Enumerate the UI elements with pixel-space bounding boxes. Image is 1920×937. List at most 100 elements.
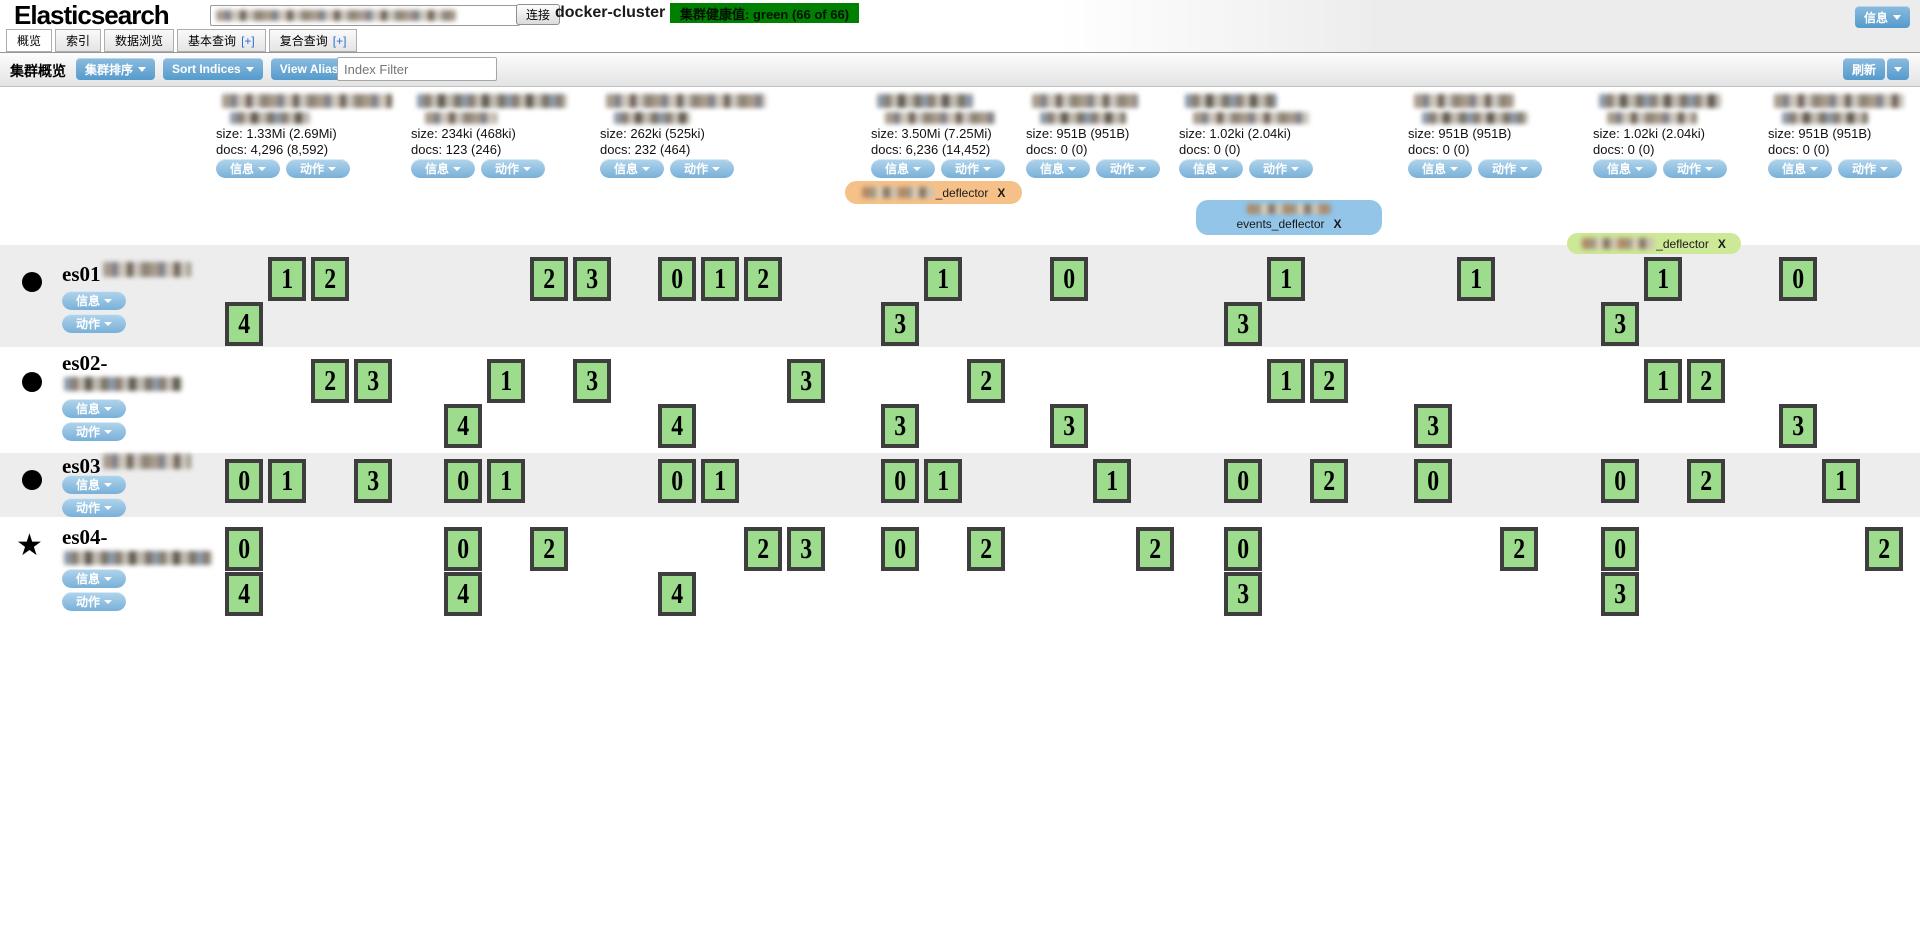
node-info-dropdown[interactable]: 信息 — [62, 569, 126, 588]
header-info-dropdown[interactable]: 信息 — [1855, 6, 1911, 28]
index-info-dropdown[interactable]: 信息 — [216, 159, 280, 178]
shard-box[interactable]: 2 — [530, 527, 568, 571]
shard-box[interactable]: 2 — [1310, 459, 1348, 503]
shard-box[interactable]: 2 — [530, 257, 568, 301]
refresh-button[interactable]: 刷新 — [1843, 58, 1886, 80]
cluster-sort-dropdown[interactable]: 集群排序 — [76, 58, 156, 80]
index-info-dropdown[interactable]: 信息 — [411, 159, 475, 178]
shard-box[interactable]: 2 — [1310, 359, 1348, 403]
shard-box[interactable]: 2 — [1136, 527, 1174, 571]
index-action-dropdown[interactable]: 动作 — [1838, 159, 1902, 178]
index-action-dropdown[interactable]: 动作 — [481, 159, 545, 178]
shard-box[interactable]: 0 — [881, 459, 919, 503]
shard-box[interactable]: 2 — [967, 527, 1005, 571]
shard-box[interactable]: 3 — [354, 359, 392, 403]
shard-box[interactable]: 1 — [701, 459, 739, 503]
shard-box[interactable]: 0 — [1224, 459, 1262, 503]
shard-box[interactable]: 0 — [1414, 459, 1452, 503]
node-info-dropdown[interactable]: 信息 — [62, 399, 126, 418]
shard-box[interactable]: 0 — [444, 527, 482, 571]
cluster-url-input[interactable] — [210, 5, 520, 26]
shard-box[interactable]: 2 — [744, 527, 782, 571]
node-info-dropdown[interactable]: 信息 — [62, 291, 126, 310]
index-info-dropdown[interactable]: 信息 — [1179, 159, 1243, 178]
shard-box[interactable]: 3 — [354, 459, 392, 503]
shard-box[interactable]: 3 — [1224, 302, 1262, 346]
index-info-dropdown[interactable]: 信息 — [1768, 159, 1832, 178]
node-action-dropdown[interactable]: 动作 — [62, 592, 126, 611]
index-info-dropdown[interactable]: 信息 — [1408, 159, 1472, 178]
index-info-dropdown[interactable]: 信息 — [600, 159, 664, 178]
shard-box[interactable]: 3 — [1779, 404, 1817, 448]
shard-box[interactable]: 2 — [311, 257, 349, 301]
index-action-dropdown[interactable]: 动作 — [1096, 159, 1160, 178]
shard-box[interactable]: 3 — [881, 302, 919, 346]
alias-remove-button[interactable]: X — [1333, 217, 1342, 231]
index-filter-input[interactable] — [337, 57, 497, 81]
shard-box[interactable]: 0 — [658, 257, 696, 301]
index-action-dropdown[interactable]: 动作 — [941, 159, 1005, 178]
shard-box[interactable]: 1 — [1822, 459, 1860, 503]
shard-box[interactable]: 0 — [225, 459, 263, 503]
alias-badge[interactable]: _deflector X — [1567, 233, 1741, 254]
shard-box[interactable]: 2 — [311, 359, 349, 403]
alias-badge[interactable]: events_deflector X — [1196, 200, 1382, 235]
shard-box[interactable]: 3 — [1601, 572, 1639, 616]
index-info-dropdown[interactable]: 信息 — [1593, 159, 1657, 178]
alias-remove-button[interactable]: X — [997, 185, 1006, 200]
shard-box[interactable]: 3 — [573, 257, 611, 301]
shard-box[interactable]: 0 — [1050, 257, 1088, 301]
index-action-dropdown[interactable]: 动作 — [670, 159, 734, 178]
shard-box[interactable]: 1 — [1093, 459, 1131, 503]
shard-box[interactable]: 3 — [1414, 404, 1452, 448]
shard-box[interactable]: 1 — [487, 359, 525, 403]
shard-box[interactable]: 1 — [1457, 257, 1495, 301]
shard-box[interactable]: 3 — [1601, 302, 1639, 346]
shard-box[interactable]: 4 — [225, 302, 263, 346]
shard-box[interactable]: 3 — [881, 404, 919, 448]
index-info-dropdown[interactable]: 信息 — [871, 159, 935, 178]
shard-box[interactable]: 1 — [1267, 257, 1305, 301]
shard-box[interactable]: 4 — [444, 572, 482, 616]
shard-box[interactable]: 1 — [487, 459, 525, 503]
connect-button[interactable]: 连接 — [516, 4, 561, 25]
index-action-dropdown[interactable]: 动作 — [286, 159, 350, 178]
index-action-dropdown[interactable]: 动作 — [1478, 159, 1542, 178]
shard-box[interactable]: 2 — [1687, 359, 1725, 403]
tab-基本查询[interactable]: 基本查询 [+] — [177, 29, 266, 52]
index-action-dropdown[interactable]: 动作 — [1663, 159, 1727, 178]
shard-box[interactable]: 1 — [1644, 257, 1682, 301]
shard-box[interactable]: 1 — [701, 257, 739, 301]
alias-remove-button[interactable]: X — [1717, 236, 1726, 251]
alias-badge[interactable]: _deflector X — [845, 181, 1022, 204]
shard-box[interactable]: 2 — [967, 359, 1005, 403]
shard-box[interactable]: 1 — [924, 459, 962, 503]
index-action-dropdown[interactable]: 动作 — [1249, 159, 1313, 178]
shard-box[interactable]: 0 — [881, 527, 919, 571]
tab-复合查询[interactable]: 复合查询 [+] — [268, 29, 358, 52]
shard-box[interactable]: 0 — [1601, 459, 1639, 503]
shard-box[interactable]: 1 — [1267, 359, 1305, 403]
shard-box[interactable]: 4 — [658, 572, 696, 616]
shard-box[interactable]: 3 — [1050, 404, 1088, 448]
shard-box[interactable]: 2 — [1865, 527, 1903, 571]
shard-box[interactable]: 1 — [268, 459, 306, 503]
sort-indices-dropdown[interactable]: Sort Indices — [163, 58, 263, 80]
node-action-dropdown[interactable]: 动作 — [62, 422, 126, 441]
refresh-menu-button[interactable] — [1887, 58, 1910, 80]
shard-box[interactable]: 3 — [1224, 572, 1262, 616]
shard-box[interactable]: 2 — [744, 257, 782, 301]
shard-box[interactable]: 4 — [444, 404, 482, 448]
shard-box[interactable]: 0 — [658, 459, 696, 503]
index-info-dropdown[interactable]: 信息 — [1026, 159, 1090, 178]
tab-数据浏览[interactable]: 数据浏览 — [104, 29, 175, 52]
tab-索引[interactable]: 索引 — [55, 29, 102, 52]
shard-box[interactable]: 0 — [1779, 257, 1817, 301]
shard-box[interactable]: 0 — [444, 459, 482, 503]
shard-box[interactable]: 0 — [1224, 527, 1262, 571]
shard-box[interactable]: 3 — [787, 527, 825, 571]
shard-box[interactable]: 4 — [658, 404, 696, 448]
node-action-dropdown[interactable]: 动作 — [62, 498, 126, 517]
shard-box[interactable]: 1 — [268, 257, 306, 301]
shard-box[interactable]: 2 — [1500, 527, 1538, 571]
